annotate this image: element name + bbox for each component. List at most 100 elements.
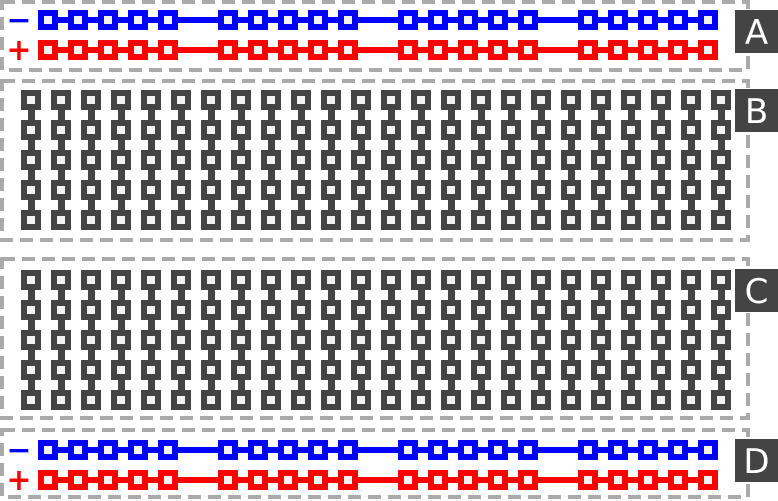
hole-center <box>447 96 455 104</box>
section-label: B <box>745 92 768 132</box>
hole-center <box>254 16 262 24</box>
hole-center <box>404 16 412 24</box>
hole-center <box>417 366 425 374</box>
hole-center <box>657 126 665 134</box>
hole-center <box>537 156 545 164</box>
negative-rail: − <box>6 3 718 38</box>
hole-center <box>117 276 125 284</box>
hole-center <box>177 276 185 284</box>
terminal-strip <box>111 90 131 230</box>
hole-center <box>177 156 185 164</box>
hole-center <box>627 216 635 224</box>
hole-center <box>207 366 215 374</box>
hole-center <box>237 186 245 194</box>
hole-center <box>297 186 305 194</box>
hole-center <box>344 16 352 24</box>
hole-center <box>704 46 712 54</box>
terminal-strip <box>681 90 701 230</box>
positive-rail: + <box>6 33 718 68</box>
hole-center <box>297 216 305 224</box>
hole-center <box>357 156 365 164</box>
hole-center <box>147 306 155 314</box>
hole-center <box>284 476 292 484</box>
hole-center <box>674 16 682 24</box>
hole-center <box>297 306 305 314</box>
minus-sign: − <box>6 3 31 38</box>
hole-center <box>57 396 65 404</box>
hole-center <box>687 396 695 404</box>
hole-center <box>57 276 65 284</box>
hole-center <box>237 276 245 284</box>
hole-center <box>464 16 472 24</box>
hole-center <box>447 186 455 194</box>
hole-center <box>237 96 245 104</box>
hole-center <box>434 476 442 484</box>
terminal-strip <box>51 90 71 230</box>
hole-center <box>57 306 65 314</box>
hole-center <box>267 306 275 314</box>
rail-line <box>38 47 718 53</box>
hole-center <box>387 126 395 134</box>
section-b: B <box>0 79 778 242</box>
hole-center <box>464 446 472 454</box>
terminal-strip <box>381 270 401 410</box>
hole-center <box>614 446 622 454</box>
hole-center <box>584 16 592 24</box>
hole-center <box>597 186 605 194</box>
hole-center <box>357 366 365 374</box>
hole-center <box>717 306 725 314</box>
terminal-strip <box>561 270 581 410</box>
hole-center <box>44 46 52 54</box>
hole-center <box>597 156 605 164</box>
hole-center <box>567 336 575 344</box>
hole-center <box>314 16 322 24</box>
hole-center <box>207 306 215 314</box>
hole-center <box>417 396 425 404</box>
terminal-strip <box>591 270 611 410</box>
hole-center <box>404 46 412 54</box>
hole-center <box>477 126 485 134</box>
hole-center <box>417 336 425 344</box>
hole-center <box>87 96 95 104</box>
hole-center <box>297 396 305 404</box>
positive-rail: + <box>6 463 718 498</box>
hole-center <box>717 336 725 344</box>
terminal-strip <box>201 270 221 410</box>
hole-center <box>44 16 52 24</box>
hole-center <box>147 396 155 404</box>
rail-line <box>38 477 718 483</box>
hole-center <box>357 276 365 284</box>
terminal-strip <box>591 90 611 230</box>
terminal-strip <box>651 90 671 230</box>
hole-center <box>627 366 635 374</box>
hole-center <box>447 396 455 404</box>
hole-center <box>387 156 395 164</box>
terminal-strip <box>711 90 731 230</box>
hole-center <box>237 306 245 314</box>
hole-center <box>524 46 532 54</box>
hole-center <box>567 126 575 134</box>
hole-center <box>447 126 455 134</box>
hole-center <box>177 306 185 314</box>
hole-center <box>584 446 592 454</box>
hole-center <box>477 216 485 224</box>
hole-center <box>687 126 695 134</box>
hole-center <box>297 156 305 164</box>
hole-center <box>387 96 395 104</box>
hole-center <box>147 216 155 224</box>
hole-center <box>627 336 635 344</box>
hole-center <box>284 46 292 54</box>
hole-center <box>567 216 575 224</box>
hole-center <box>657 96 665 104</box>
hole-center <box>224 446 232 454</box>
hole-center <box>44 446 52 454</box>
hole-center <box>387 366 395 374</box>
hole-center <box>657 216 665 224</box>
hole-center <box>117 336 125 344</box>
hole-center <box>357 396 365 404</box>
hole-center <box>477 186 485 194</box>
hole-center <box>687 366 695 374</box>
hole-center <box>177 126 185 134</box>
terminal-strip <box>501 270 521 410</box>
